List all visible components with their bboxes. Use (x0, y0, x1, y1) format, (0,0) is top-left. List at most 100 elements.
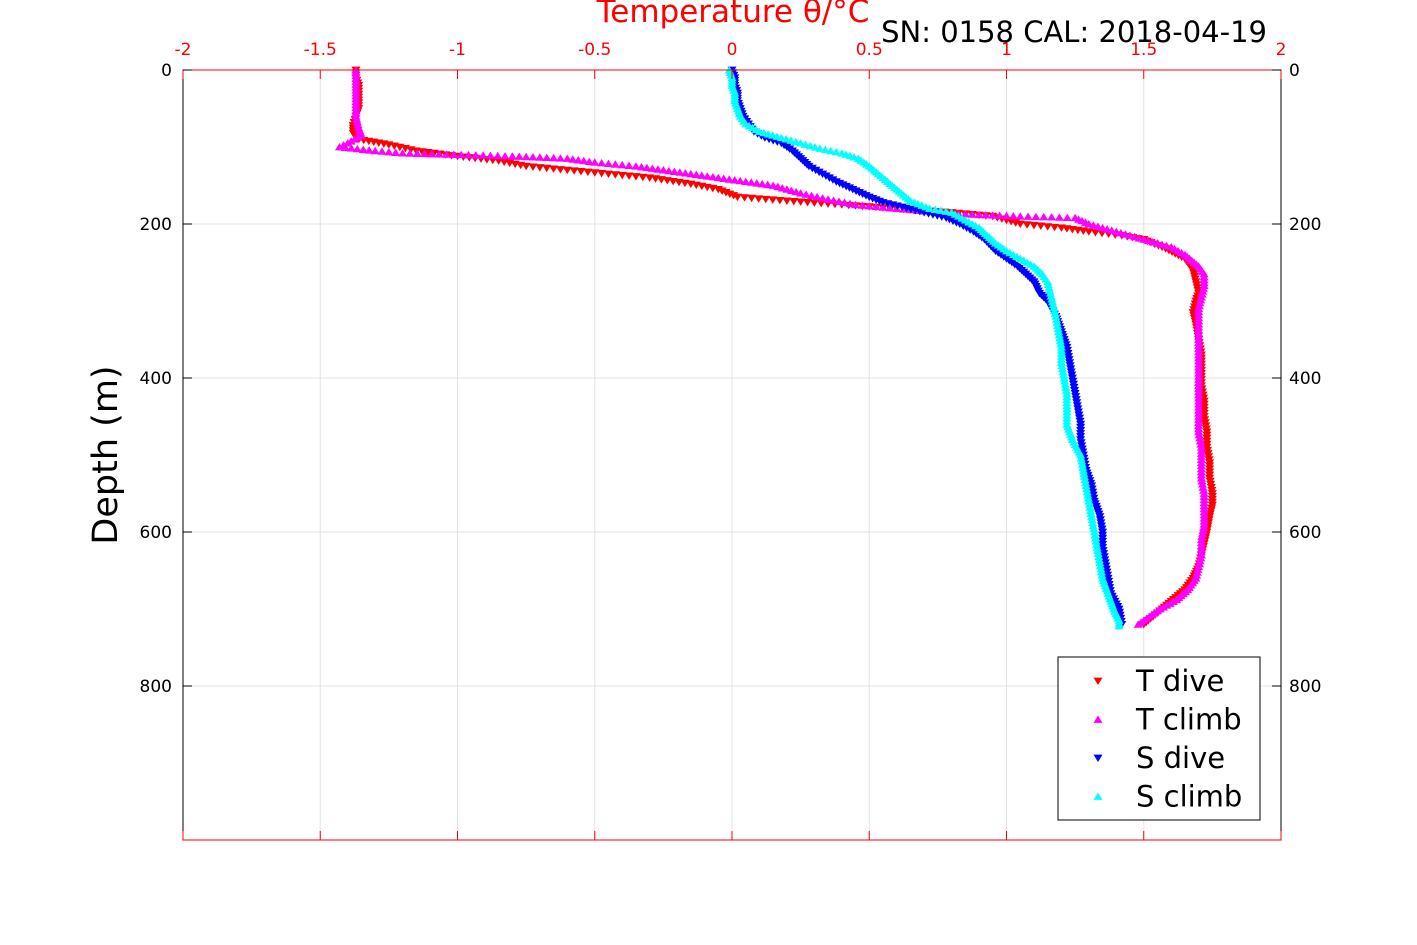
data-point (1088, 521, 1098, 530)
data-point (1081, 481, 1091, 490)
data-point (1090, 534, 1100, 542)
data-point (1008, 211, 1018, 220)
data-point (597, 169, 607, 178)
chart-title: Temperature θ/°C (596, 0, 870, 30)
data-point (521, 152, 531, 161)
data-point (816, 199, 826, 208)
legend-label: S dive (1136, 741, 1225, 775)
data-point (702, 172, 712, 180)
data-point (697, 171, 707, 179)
data-point (555, 166, 565, 174)
legend-marker (1093, 754, 1103, 763)
data-point (1077, 457, 1087, 465)
data-point (636, 162, 646, 171)
data-point (569, 167, 579, 175)
y-tick-label-left: 200 (140, 215, 172, 235)
data-point (925, 204, 935, 212)
data-point (562, 154, 572, 162)
data-point (1097, 571, 1107, 579)
data-point (1197, 477, 1207, 485)
data-point (1083, 490, 1093, 499)
data-point (1056, 358, 1066, 366)
data-point (831, 147, 841, 156)
data-point (724, 175, 734, 183)
data-point (826, 146, 836, 155)
data-point (1029, 221, 1039, 230)
data-point (1199, 520, 1209, 528)
data-point (1090, 531, 1100, 539)
data-point (1053, 324, 1063, 333)
data-point (1088, 518, 1098, 527)
data-point (735, 176, 745, 185)
data-point (1085, 506, 1095, 514)
data-point (427, 149, 437, 158)
data-point (507, 152, 517, 160)
data-point (590, 169, 600, 177)
data-series (334, 65, 1217, 630)
data-point (708, 172, 718, 181)
data-point (1082, 487, 1092, 496)
data-point (686, 169, 696, 178)
data-point (1089, 524, 1099, 533)
data-point (573, 156, 583, 164)
data-point (617, 171, 627, 180)
y-axis-label: Depth (m) (86, 365, 126, 544)
data-point (1083, 494, 1093, 502)
x-tick-label: 2 (1276, 40, 1287, 60)
data-point (1194, 427, 1204, 436)
data-point (845, 199, 855, 208)
data-point (1054, 327, 1064, 336)
data-point (967, 210, 977, 218)
data-point (352, 144, 362, 153)
data-point (562, 166, 572, 175)
data-point (485, 151, 495, 159)
data-point (1085, 503, 1095, 511)
data-point (1095, 561, 1105, 570)
data-point (346, 144, 356, 152)
y-tick-label-left: 400 (140, 369, 172, 389)
data-point (1194, 430, 1204, 439)
data-point (528, 153, 538, 161)
data-point (1094, 552, 1104, 561)
data-point (730, 176, 740, 184)
data-point (1087, 515, 1097, 524)
data-point (1058, 367, 1068, 376)
data-point (631, 162, 641, 170)
data-point (1198, 526, 1208, 534)
data-point (398, 149, 408, 157)
data-point (1093, 549, 1103, 557)
data-point (542, 153, 552, 162)
data-point (1002, 211, 1011, 220)
data-point (807, 164, 817, 173)
data-point (1061, 386, 1071, 394)
data-point (603, 170, 613, 178)
data-point (603, 159, 613, 168)
data-point (1078, 463, 1088, 471)
data-point (761, 195, 771, 204)
data-point (864, 201, 874, 210)
data-point (828, 176, 838, 184)
x-tick-label: 1.5 (1130, 40, 1157, 60)
data-point (675, 168, 685, 176)
data-point (1050, 223, 1060, 232)
data-point (1057, 361, 1067, 370)
data-point (405, 149, 415, 157)
data-point (713, 173, 723, 182)
data-point (1089, 527, 1099, 536)
data-point (1031, 212, 1041, 221)
x-tick-label: -2 (175, 40, 192, 60)
y-tick-label-right: 0 (1289, 61, 1300, 81)
data-point (549, 153, 559, 162)
data-point (555, 154, 565, 162)
data-point (840, 198, 850, 206)
data-point (1054, 213, 1064, 221)
series-s-dive (727, 66, 1127, 629)
data-point (358, 145, 368, 153)
data-point (590, 158, 600, 166)
data-point (1060, 377, 1070, 385)
data-point (1059, 373, 1069, 382)
data-point (930, 205, 940, 213)
data-point (1080, 475, 1090, 484)
series-t-dive (348, 66, 1217, 629)
